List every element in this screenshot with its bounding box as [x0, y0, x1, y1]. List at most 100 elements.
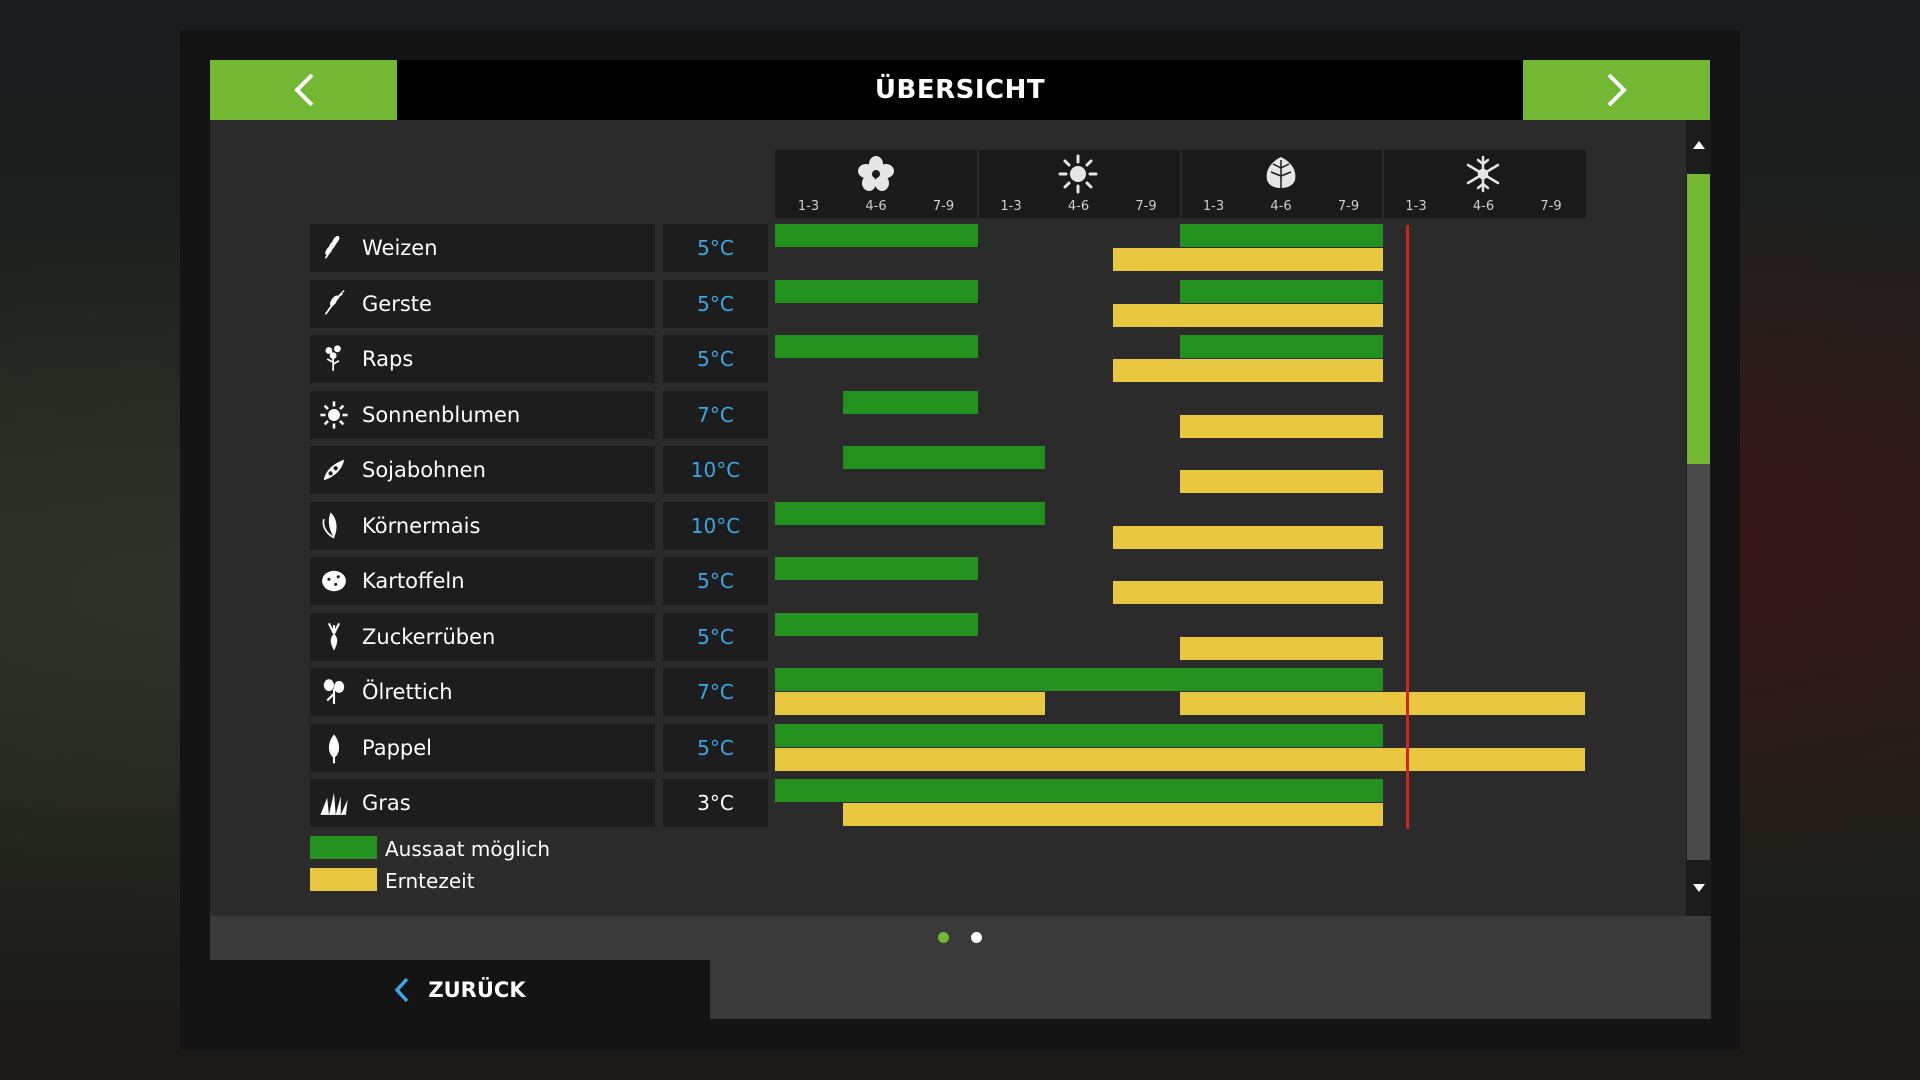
month-range-label: 1-3: [1000, 199, 1022, 214]
month-range-label: 1-3: [1202, 199, 1225, 214]
harvest-period-bar: [1112, 581, 1383, 604]
crop-min-temperature: 7°C: [663, 390, 768, 439]
harvest-period-bar: [775, 747, 1585, 771]
season-divider: [1180, 150, 1182, 218]
crop-min-temperature: 3°C: [663, 779, 768, 827]
crop-row-raps: Raps: [310, 335, 655, 383]
crop-name: Raps: [362, 347, 414, 371]
legend-sow-swatch: [310, 836, 377, 859]
page-dot-2[interactable]: [971, 932, 982, 943]
canola-icon: [310, 335, 358, 383]
legend-harvest-swatch: [310, 868, 377, 891]
season-winter: [1382, 150, 1584, 218]
sow-period-bar: [775, 279, 978, 303]
grass-icon: [310, 779, 358, 827]
sow-period-bar: [775, 668, 1383, 691]
month-range-label: 4-6: [865, 199, 887, 214]
soybean-icon: [310, 446, 358, 494]
harvest-period-bar: [1112, 525, 1383, 549]
chevron-left-icon: [395, 977, 409, 1002]
sow-period-bar: [1180, 335, 1383, 358]
harvest-period-bar: [1180, 470, 1383, 493]
crop-row-sonnenblumen: Sonnenblumen: [310, 390, 655, 439]
month-range-label: 1-3: [797, 199, 820, 214]
crop-name: Sojabohnen: [362, 458, 486, 482]
crop-name: Gerste: [362, 291, 432, 316]
scroll-up-button[interactable]: [1686, 130, 1711, 160]
month-range-label: 4-6: [1270, 199, 1292, 214]
crop-min-temperature: 5°C: [663, 557, 768, 605]
season-divider: [977, 150, 979, 218]
crop-min-temperature: 10°C: [663, 446, 768, 494]
hibiscus-flower-icon: [858, 156, 894, 191]
poplar-icon: [310, 724, 358, 772]
season-spring: [775, 150, 977, 218]
scroll-down-button[interactable]: [1686, 873, 1711, 903]
crop-min-temperature: 5°C: [663, 612, 768, 661]
chevron-left-icon: [293, 73, 313, 107]
oilradish-icon: [310, 668, 358, 716]
crop-min-temperature: 10°C: [663, 501, 768, 550]
month-range-label: 1-3: [1405, 199, 1427, 214]
season-autumn: [1180, 150, 1382, 218]
month-range-label: 4-6: [1067, 199, 1090, 214]
crop-name: Ölrettich: [362, 680, 453, 704]
legend-sow-label: Aussaat möglich: [385, 837, 551, 861]
harvest-period-bar: [1112, 248, 1383, 271]
crop-min-temperature: 5°C: [663, 279, 768, 328]
current-time-marker: [1406, 225, 1410, 829]
crop-name: Gras: [362, 791, 411, 815]
crop-row-gras: Gras: [310, 779, 655, 827]
triangle-up-icon: [1692, 141, 1705, 149]
scrollbar-thumb[interactable]: [1687, 174, 1710, 464]
wheat-icon: [310, 224, 358, 272]
month-range-label: 4-6: [1472, 199, 1495, 214]
crop-name: Weizen: [362, 236, 438, 260]
crop-row-pappel: Pappel: [310, 723, 655, 772]
page-title: ÜBERSICHT: [874, 75, 1046, 105]
month-range-label: 7-9: [1337, 199, 1360, 214]
back-button[interactable]: ZURÜCK: [210, 960, 710, 1019]
chevron-right-icon: [1607, 73, 1627, 107]
crop-name: Zuckerrüben: [362, 624, 496, 649]
crop-row-gerste: Gerste: [310, 279, 655, 328]
leaf-icon: [1266, 157, 1296, 192]
sow-period-bar: [842, 446, 1045, 469]
harvest-period-bar: [1112, 359, 1383, 382]
crop-min-temperature: 5°C: [663, 335, 768, 383]
season-divider: [1382, 150, 1384, 218]
barley-icon: [310, 280, 358, 328]
sow-period-bar: [775, 224, 978, 247]
harvest-period-bar: [1180, 414, 1383, 438]
header-bar: [210, 60, 1711, 120]
crop-row-zuckerrüben: Zuckerrüben: [310, 612, 655, 661]
sow-period-bar: [842, 390, 978, 414]
sow-period-bar: [775, 335, 978, 358]
sow-period-bar: [775, 501, 1045, 525]
legend-harvest-label: Erntezeit: [385, 869, 475, 893]
season-summer: [977, 150, 1179, 218]
crop-min-temperature: 5°C: [663, 224, 768, 272]
corn-icon: [310, 502, 358, 550]
crop-name: Kartoffeln: [362, 569, 465, 593]
snowflake-icon: [1466, 155, 1500, 193]
triangle-down-icon: [1692, 884, 1705, 892]
crop-row-weizen: Weizen: [310, 224, 655, 272]
crop-row-kartoffeln: Kartoffeln: [310, 557, 655, 605]
page-dot-1[interactable]: [938, 932, 949, 943]
sow-period-bar: [775, 779, 1383, 802]
harvest-period-bar: [1180, 636, 1383, 660]
previous-page-button[interactable]: [210, 60, 397, 120]
back-button-label: ZURÜCK: [428, 977, 526, 1002]
potato-icon: [310, 557, 358, 605]
harvest-period-bar: [775, 692, 1045, 715]
crop-name: Pappel: [362, 735, 433, 760]
crop-name: Sonnenblumen: [362, 402, 521, 427]
sow-period-bar: [775, 612, 978, 636]
sow-period-bar: [775, 557, 978, 580]
month-range-label: 7-9: [1540, 199, 1562, 214]
next-page-button[interactable]: [1523, 60, 1710, 120]
crop-name: Körnermais: [362, 513, 481, 538]
sun-icon: [1058, 154, 1098, 194]
sow-period-bar: [1180, 279, 1383, 303]
